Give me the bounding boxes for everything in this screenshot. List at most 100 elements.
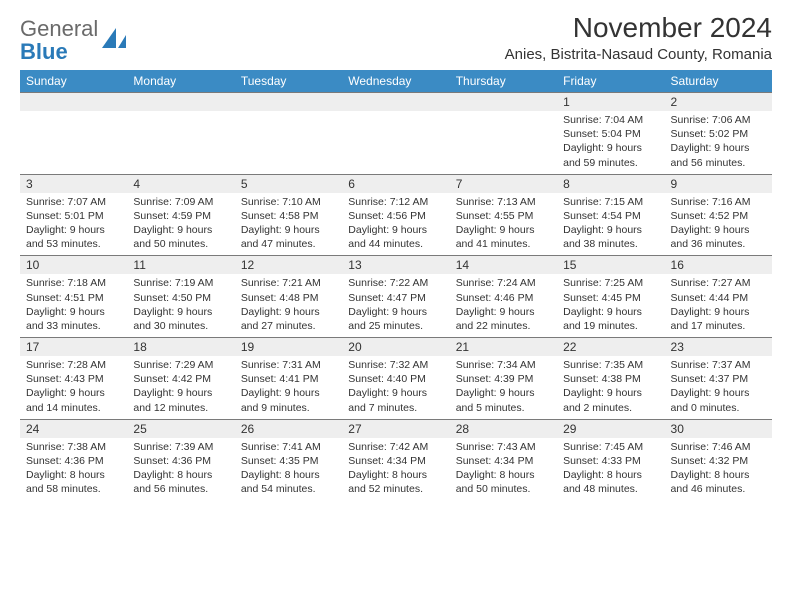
sunset-text: Sunset: 5:02 PM (671, 127, 766, 141)
day-number-cell: 1 (557, 93, 664, 112)
sunrise-text: Sunrise: 7:24 AM (456, 276, 551, 290)
sunrise-text: Sunrise: 7:43 AM (456, 440, 551, 454)
day-number-cell: 19 (235, 338, 342, 357)
sunset-text: Sunset: 4:55 PM (456, 209, 551, 223)
sunrise-text: Sunrise: 7:41 AM (241, 440, 336, 454)
daylight-text: Daylight: 9 hours and 2 minutes. (563, 386, 658, 414)
weekday-header: Wednesday (342, 70, 449, 93)
sunset-text: Sunset: 4:47 PM (348, 291, 443, 305)
day-content-cell: Sunrise: 7:15 AMSunset: 4:54 PMDaylight:… (557, 193, 664, 256)
sunset-text: Sunset: 4:56 PM (348, 209, 443, 223)
day-number-cell: 7 (450, 174, 557, 193)
day-content-cell: Sunrise: 7:39 AMSunset: 4:36 PMDaylight:… (127, 438, 234, 501)
day-number-cell: 11 (127, 256, 234, 275)
daylight-text: Daylight: 9 hours and 47 minutes. (241, 223, 336, 251)
sunrise-text: Sunrise: 7:46 AM (671, 440, 766, 454)
sunrise-text: Sunrise: 7:12 AM (348, 195, 443, 209)
sunset-text: Sunset: 4:36 PM (133, 454, 228, 468)
day-number-cell: 28 (450, 419, 557, 438)
weekday-header: Monday (127, 70, 234, 93)
daylight-text: Daylight: 8 hours and 50 minutes. (456, 468, 551, 496)
day-content-cell: Sunrise: 7:13 AMSunset: 4:55 PMDaylight:… (450, 193, 557, 256)
daylight-text: Daylight: 9 hours and 33 minutes. (26, 305, 121, 333)
sunset-text: Sunset: 4:36 PM (26, 454, 121, 468)
day-content-cell (342, 111, 449, 174)
day-number-cell: 9 (665, 174, 772, 193)
sunrise-text: Sunrise: 7:27 AM (671, 276, 766, 290)
day-content-cell: Sunrise: 7:28 AMSunset: 4:43 PMDaylight:… (20, 356, 127, 419)
weekday-header: Saturday (665, 70, 772, 93)
day-content-cell (450, 111, 557, 174)
sunrise-text: Sunrise: 7:15 AM (563, 195, 658, 209)
day-number-cell: 3 (20, 174, 127, 193)
day-content-cell: Sunrise: 7:25 AMSunset: 4:45 PMDaylight:… (557, 274, 664, 337)
daylight-text: Daylight: 9 hours and 36 minutes. (671, 223, 766, 251)
sunset-text: Sunset: 4:35 PM (241, 454, 336, 468)
sunrise-text: Sunrise: 7:42 AM (348, 440, 443, 454)
day-number-cell: 25 (127, 419, 234, 438)
day-number-cell (127, 93, 234, 112)
daylight-text: Daylight: 8 hours and 48 minutes. (563, 468, 658, 496)
day-number-cell: 21 (450, 338, 557, 357)
day-number-cell: 6 (342, 174, 449, 193)
day-content-row: Sunrise: 7:07 AMSunset: 5:01 PMDaylight:… (20, 193, 772, 256)
sunset-text: Sunset: 5:04 PM (563, 127, 658, 141)
daylight-text: Daylight: 9 hours and 56 minutes. (671, 141, 766, 169)
day-number-cell: 27 (342, 419, 449, 438)
day-content-row: Sunrise: 7:04 AMSunset: 5:04 PMDaylight:… (20, 111, 772, 174)
sunset-text: Sunset: 4:51 PM (26, 291, 121, 305)
day-content-cell: Sunrise: 7:41 AMSunset: 4:35 PMDaylight:… (235, 438, 342, 501)
day-content-cell: Sunrise: 7:37 AMSunset: 4:37 PMDaylight:… (665, 356, 772, 419)
day-number-cell: 26 (235, 419, 342, 438)
day-content-cell: Sunrise: 7:27 AMSunset: 4:44 PMDaylight:… (665, 274, 772, 337)
sunrise-text: Sunrise: 7:06 AM (671, 113, 766, 127)
sunset-text: Sunset: 4:33 PM (563, 454, 658, 468)
day-number-cell: 8 (557, 174, 664, 193)
sunrise-text: Sunrise: 7:37 AM (671, 358, 766, 372)
sunset-text: Sunset: 4:52 PM (671, 209, 766, 223)
daylight-text: Daylight: 9 hours and 22 minutes. (456, 305, 551, 333)
day-content-cell: Sunrise: 7:42 AMSunset: 4:34 PMDaylight:… (342, 438, 449, 501)
logo: General Blue (20, 12, 128, 64)
day-content-row: Sunrise: 7:28 AMSunset: 4:43 PMDaylight:… (20, 356, 772, 419)
day-content-cell: Sunrise: 7:22 AMSunset: 4:47 PMDaylight:… (342, 274, 449, 337)
sunrise-text: Sunrise: 7:22 AM (348, 276, 443, 290)
day-content-cell: Sunrise: 7:16 AMSunset: 4:52 PMDaylight:… (665, 193, 772, 256)
sunrise-text: Sunrise: 7:28 AM (26, 358, 121, 372)
sunset-text: Sunset: 4:44 PM (671, 291, 766, 305)
sunset-text: Sunset: 4:54 PM (563, 209, 658, 223)
day-number-cell: 20 (342, 338, 449, 357)
sunset-text: Sunset: 4:32 PM (671, 454, 766, 468)
sunrise-text: Sunrise: 7:04 AM (563, 113, 658, 127)
daylight-text: Daylight: 9 hours and 25 minutes. (348, 305, 443, 333)
day-content-cell: Sunrise: 7:12 AMSunset: 4:56 PMDaylight:… (342, 193, 449, 256)
sunrise-text: Sunrise: 7:16 AM (671, 195, 766, 209)
day-number-cell: 13 (342, 256, 449, 275)
day-number-cell (20, 93, 127, 112)
day-number-cell: 22 (557, 338, 664, 357)
sunset-text: Sunset: 4:50 PM (133, 291, 228, 305)
daylight-text: Daylight: 9 hours and 5 minutes. (456, 386, 551, 414)
sunset-text: Sunset: 4:45 PM (563, 291, 658, 305)
daylight-text: Daylight: 8 hours and 52 minutes. (348, 468, 443, 496)
logo-sail-icon (102, 28, 128, 55)
weekday-header: Sunday (20, 70, 127, 93)
daylight-text: Daylight: 8 hours and 56 minutes. (133, 468, 228, 496)
sunrise-text: Sunrise: 7:35 AM (563, 358, 658, 372)
day-number-cell: 2 (665, 93, 772, 112)
sunrise-text: Sunrise: 7:25 AM (563, 276, 658, 290)
day-number-cell (235, 93, 342, 112)
calendar-table: Sunday Monday Tuesday Wednesday Thursday… (20, 70, 772, 500)
sunrise-text: Sunrise: 7:10 AM (241, 195, 336, 209)
daylight-text: Daylight: 9 hours and 59 minutes. (563, 141, 658, 169)
weekday-header: Thursday (450, 70, 557, 93)
day-content-cell (235, 111, 342, 174)
sunset-text: Sunset: 5:01 PM (26, 209, 121, 223)
day-content-cell: Sunrise: 7:34 AMSunset: 4:39 PMDaylight:… (450, 356, 557, 419)
day-content-cell: Sunrise: 7:24 AMSunset: 4:46 PMDaylight:… (450, 274, 557, 337)
sunset-text: Sunset: 4:42 PM (133, 372, 228, 386)
day-number-row: 12 (20, 93, 772, 112)
sunset-text: Sunset: 4:37 PM (671, 372, 766, 386)
daylight-text: Daylight: 9 hours and 12 minutes. (133, 386, 228, 414)
header: General Blue November 2024 Anies, Bistri… (20, 12, 772, 64)
